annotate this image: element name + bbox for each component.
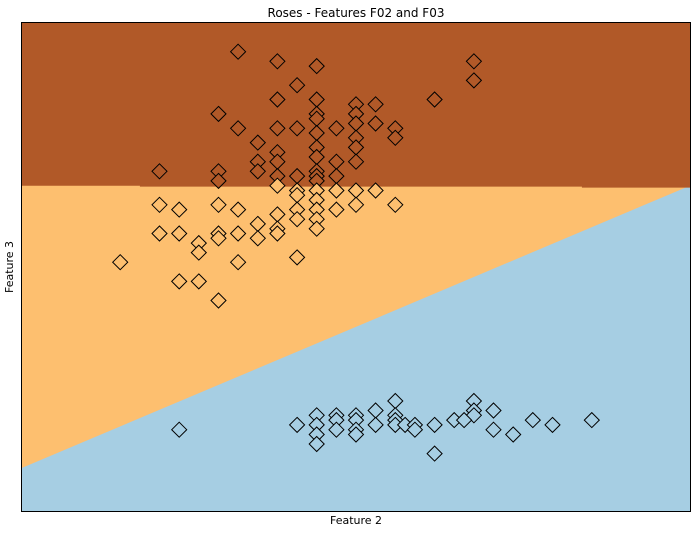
data-point-middle — [210, 230, 227, 247]
data-point-middle — [151, 196, 168, 214]
data-point-top — [210, 105, 227, 123]
x-axis-label: Feature 2 — [330, 514, 382, 527]
data-point-top — [229, 43, 247, 60]
data-point-middle — [288, 210, 306, 228]
data-point-bottom — [504, 426, 522, 443]
data-point-top — [151, 163, 168, 180]
scatter-points — [111, 43, 601, 462]
data-point-bottom — [544, 416, 561, 434]
data-point-middle — [288, 249, 306, 266]
data-point-top — [269, 91, 286, 108]
data-point-top — [269, 120, 286, 137]
data-point-middle — [269, 177, 286, 194]
data-point-middle — [170, 225, 188, 242]
data-point-middle — [170, 201, 188, 218]
data-point-middle — [367, 182, 384, 199]
data-point-bottom — [170, 421, 188, 438]
data-point-middle — [229, 253, 247, 271]
data-point-top — [249, 163, 267, 180]
data-point-top — [288, 120, 306, 137]
data-point-bottom — [308, 435, 325, 453]
data-point-top — [288, 76, 306, 94]
data-point-bottom — [485, 402, 502, 419]
data-point-middle — [229, 225, 247, 242]
data-point-bottom — [406, 421, 424, 438]
data-point-top — [367, 115, 384, 132]
data-point-middle — [387, 196, 404, 214]
data-point-top — [210, 172, 227, 190]
data-point-top — [347, 153, 365, 170]
data-point-middle — [347, 196, 365, 214]
data-point-middle — [210, 292, 227, 309]
data-point-middle — [308, 220, 325, 237]
data-point-middle — [269, 225, 286, 242]
plot-frame — [21, 22, 691, 512]
data-point-bottom — [347, 426, 365, 443]
data-point-bottom — [583, 411, 601, 429]
data-point-top — [308, 57, 325, 75]
chart-title: Roses - Features F02 and F03 — [268, 6, 445, 20]
data-point-middle — [170, 273, 188, 290]
data-point-middle — [111, 253, 129, 271]
data-point-bottom — [524, 411, 542, 429]
data-point-middle — [190, 273, 208, 290]
data-point-middle — [190, 244, 208, 261]
data-point-middle — [328, 182, 345, 199]
data-point-top — [328, 120, 345, 137]
data-point-bottom — [367, 416, 384, 434]
data-point-middle — [249, 230, 267, 247]
data-point-top — [426, 91, 443, 108]
data-point-top — [465, 53, 483, 70]
data-point-top — [387, 129, 404, 147]
data-point-bottom — [485, 421, 502, 438]
data-point-bottom — [328, 421, 345, 438]
data-point-top — [367, 96, 384, 113]
y-axis-label: Feature 3 — [3, 241, 16, 293]
data-point-bottom — [455, 411, 473, 429]
data-point-top — [249, 134, 267, 151]
data-point-top — [269, 53, 286, 70]
data-point-middle — [229, 201, 247, 218]
data-point-middle — [210, 196, 227, 214]
data-point-bottom — [288, 416, 306, 434]
data-point-top — [465, 72, 483, 89]
data-point-top — [229, 120, 247, 137]
data-point-middle — [151, 225, 168, 242]
data-point-bottom — [426, 445, 443, 462]
data-point-middle — [328, 201, 345, 218]
data-point-bottom — [426, 416, 443, 434]
